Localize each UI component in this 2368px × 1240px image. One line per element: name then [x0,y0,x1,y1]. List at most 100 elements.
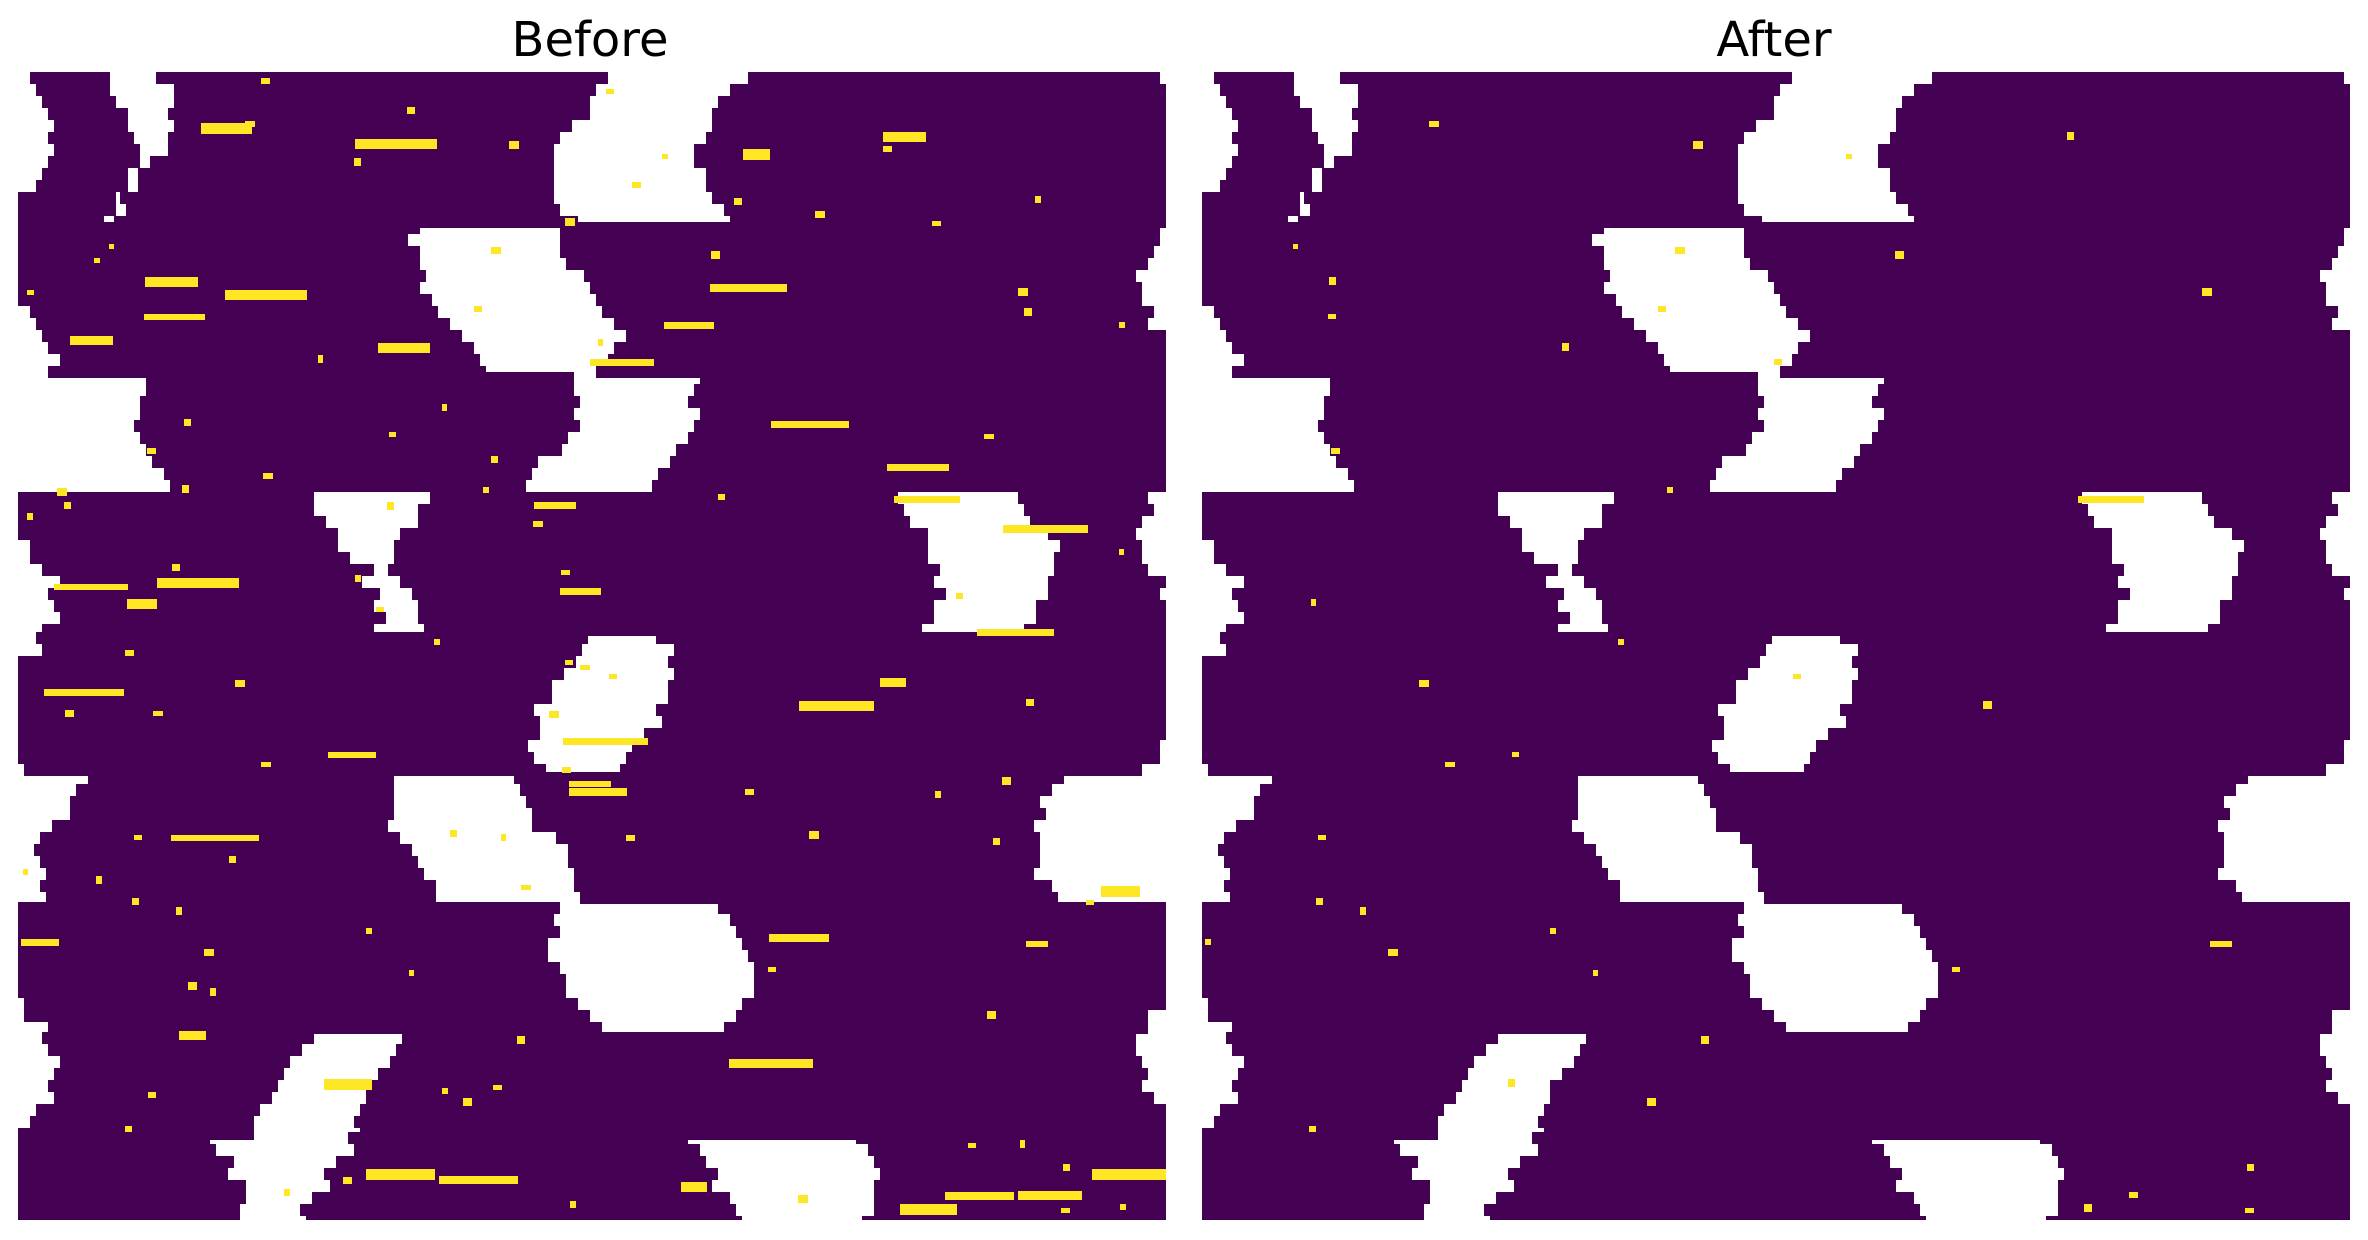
mask-region [520,784,1052,796]
mask-region [1244,576,1546,588]
mask-region [1884,372,2350,384]
mask-region [1810,752,2344,764]
mask-region [52,820,388,832]
mask-region [2214,516,2326,528]
speckle [560,588,601,595]
speckle [434,639,440,645]
mask-region [46,868,424,880]
mask-region [626,330,1166,342]
mask-region [1798,318,2332,330]
speckle [182,485,189,493]
mask-region [1810,330,2350,342]
mask-region [18,222,420,234]
speckle [204,949,214,956]
mask-region [140,396,580,408]
mask-region [1330,444,1746,456]
mask-region [1054,564,1148,576]
mask-region [2244,540,2326,552]
mask-region [874,1180,1166,1192]
mask-region [2232,588,2344,600]
mask-region [2220,600,2350,612]
mask-region [36,180,128,192]
mask-region [1550,1080,2326,1092]
mask-region [1232,1022,1786,1034]
mask-region [1780,294,2326,306]
mask-region [1238,144,1324,156]
mask-region [18,192,116,204]
mask-region [138,168,554,180]
mask-region [1926,938,2350,950]
mask-region [174,120,572,132]
speckle [324,1079,372,1090]
mask-region [18,270,426,282]
speckle [1092,1169,1166,1180]
mask-region [42,330,462,342]
mask-region [1202,282,1604,294]
mask-region [312,1192,730,1204]
speckle [70,336,113,345]
mask-region [168,108,590,120]
mask-region [1752,844,2224,856]
speckle [378,343,430,353]
mask-region [1024,504,1154,516]
speckle [1445,762,1455,767]
mask-region [18,528,338,540]
mask-region [70,796,394,808]
speckle [935,791,941,798]
mask-region [1532,1132,1872,1144]
mask-region [2232,576,2350,588]
mask-region [1330,372,1758,384]
mask-region [1520,1156,1890,1168]
mask-region [36,318,450,330]
mask-region [674,644,1166,656]
mask-region [1878,384,2350,396]
mask-region [1538,1116,2350,1128]
mask-region [48,588,380,600]
mask-region [1304,192,1738,204]
speckle [328,752,376,758]
mask-region [18,716,540,728]
mask-region [1202,1132,1394,1144]
mask-region [1740,832,2224,844]
speckle [580,665,590,670]
speckle [1701,1036,1709,1044]
mask-region [1202,1156,1418,1168]
speckle [1331,448,1340,454]
mask-region [1336,456,1722,468]
mask-region [1586,1032,2320,1044]
mask-region [170,480,526,492]
speckle [1562,343,1569,351]
mask-region [1490,1216,1926,1220]
speckle [188,982,197,990]
mask-region [1330,384,1758,396]
mask-region [694,420,1166,432]
mask-region [556,832,1040,844]
mask-region [1272,772,1578,784]
mask-region [1816,740,2344,752]
speckle [1983,701,1992,709]
mask-region [1048,576,1166,588]
speckle [1419,680,1429,687]
mask-region [602,306,1154,318]
mask-region [706,168,1166,180]
mask-region [140,408,574,420]
speckle [1018,1191,1082,1200]
speckle [407,107,415,114]
speckle [1512,752,1519,757]
mask-region [1710,796,2224,808]
mask-region [1202,258,1604,270]
mask-region [1202,204,1300,216]
mask-region [1584,528,2112,540]
speckle [1003,525,1088,533]
mask-region [18,282,420,294]
mask-region [1202,528,1522,540]
mask-region [1202,692,1736,704]
mask-region [1202,974,1750,986]
mask-region [146,384,574,396]
mask-region [1232,132,1318,144]
speckle [442,1088,448,1094]
mask-region [1902,902,2350,914]
mask-region [360,1104,1166,1116]
mask-region [1202,728,1724,740]
mask-region [1798,342,2350,354]
